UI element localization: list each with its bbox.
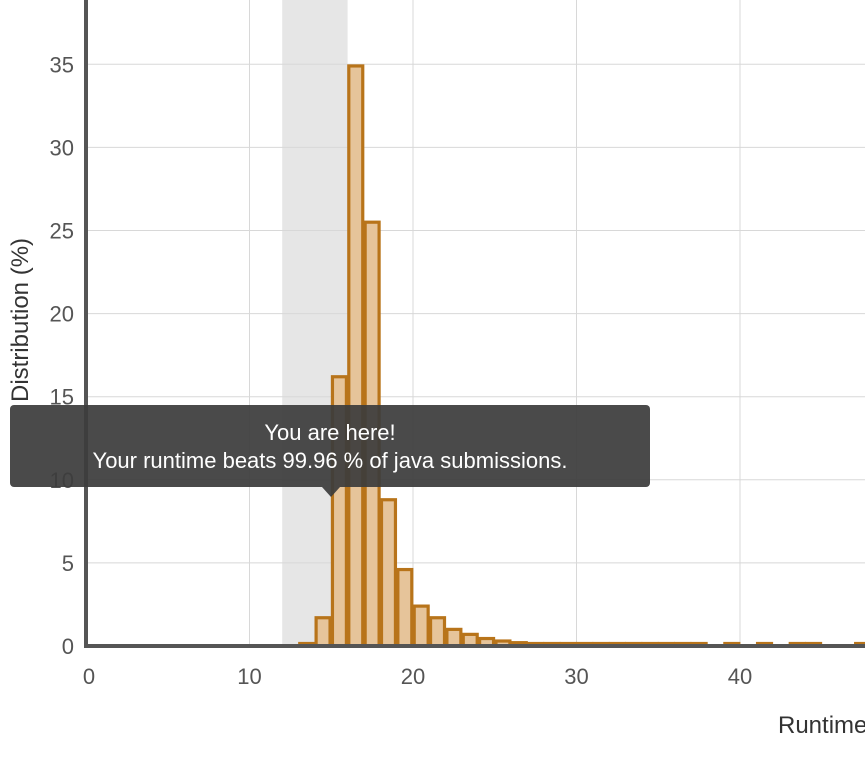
histogram-bar [428, 616, 447, 648]
x-tick-labels: 0 10 20 30 40 [83, 664, 752, 689]
histogram-bar [396, 567, 414, 648]
y-tick-label: 5 [62, 551, 74, 576]
y-tick-label: 20 [50, 302, 74, 327]
runtime-tooltip: You are here! Your runtime beats 99.96 %… [10, 405, 650, 487]
histogram-bar [314, 616, 332, 648]
y-tick-label: 25 [50, 219, 74, 244]
tooltip-message: Your runtime beats 99.96 % of java submi… [92, 448, 568, 473]
histogram-bars [298, 64, 865, 648]
y-tick-label: 30 [50, 135, 74, 160]
x-axis-title: Runtime [778, 712, 865, 739]
y-tick-label: 0 [62, 634, 74, 659]
y-tick-labels: 05101520253035 [50, 52, 74, 659]
horizontal-gridlines [86, 63, 865, 564]
histogram-bar [347, 64, 365, 648]
x-tick-label: 40 [728, 664, 752, 689]
y-tick-label: 35 [50, 52, 74, 77]
vertical-gridlines [249, 0, 741, 646]
tooltip-title: You are here! [264, 420, 396, 445]
y-axis-title: Distribution (%) [7, 238, 34, 402]
histogram-bar [445, 627, 463, 648]
x-tick-label: 0 [83, 664, 95, 689]
x-tick-label: 20 [401, 664, 425, 689]
x-tick-label: 30 [564, 664, 588, 689]
histogram-bar [412, 604, 430, 648]
x-tick-label: 10 [237, 664, 261, 689]
tooltip-caret [322, 487, 340, 497]
histogram-bar [379, 498, 398, 648]
